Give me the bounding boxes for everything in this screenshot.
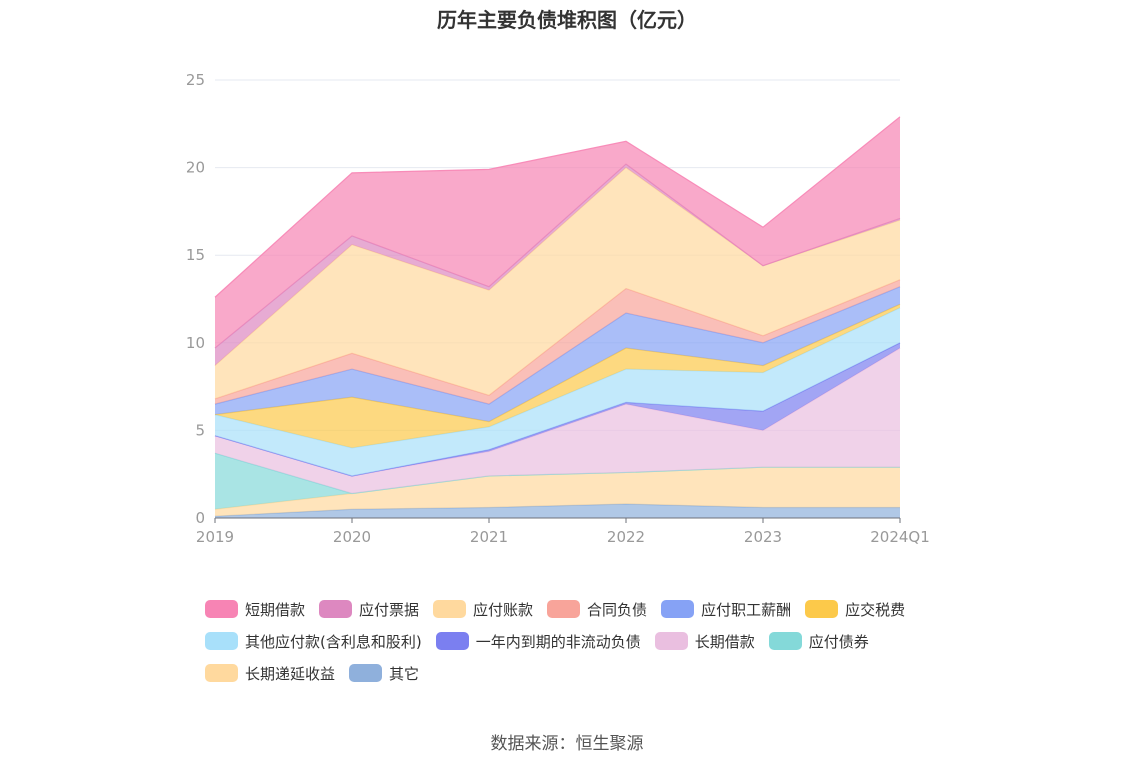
- area-长期借款[interactable]: [215, 348, 900, 494]
- area-其他应付款(含利息和股利)[interactable]: [215, 307, 900, 476]
- series-line-短期借款: [214, 116, 901, 298]
- legend-label: 其它: [389, 664, 420, 683]
- chart-title: 历年主要负债堆积图（亿元）: [437, 8, 697, 32]
- area-应交税费[interactable]: [215, 304, 900, 448]
- legend-label: 应付职工薪酬: [701, 600, 792, 619]
- legend-label: 应付债券: [808, 632, 869, 651]
- legend-swatch: [319, 600, 353, 618]
- legend-label: 一年内到期的非流动负债: [475, 632, 641, 651]
- x-tick-label: 2020: [333, 528, 371, 546]
- x-tick-label: 2022: [607, 528, 645, 546]
- legend-swatch: [435, 632, 469, 650]
- legend-label: 应付票据: [359, 600, 420, 619]
- x-tick-label: 2021: [470, 528, 508, 546]
- legend-item[interactable]: 其他应付款(含利息和股利): [205, 630, 422, 652]
- legend-item[interactable]: 其它: [349, 662, 419, 684]
- legend-label: 长期借款: [694, 632, 755, 651]
- legend-item[interactable]: 应付账款: [433, 598, 533, 620]
- y-tick-label: 5: [195, 421, 205, 439]
- legend-swatch: [661, 600, 695, 618]
- legend-label: 合同负债: [587, 600, 648, 619]
- area-series: [214, 116, 901, 518]
- legend-swatch: [205, 632, 238, 650]
- y-tick-label: 15: [186, 246, 205, 264]
- axes: 0 5 10 15 20 25 2019 2020 2021 2022 2023 2024Q1: [186, 71, 930, 546]
- area-应付账款[interactable]: [215, 167, 900, 399]
- area-其它[interactable]: [215, 503, 900, 518]
- y-tick-label: 0: [195, 509, 205, 527]
- legend-swatch: [205, 664, 238, 682]
- legend-swatch: [205, 600, 238, 618]
- legend-swatch: [547, 600, 581, 618]
- legend-swatch: [654, 632, 688, 650]
- legend-swatch: [768, 632, 802, 650]
- legend-label: 短期借款: [245, 600, 306, 619]
- legend-item[interactable]: 应付债券: [768, 630, 869, 652]
- legend-item[interactable]: 长期借款: [654, 630, 755, 652]
- y-tick-label: 25: [186, 71, 205, 89]
- legend-swatch: [349, 664, 383, 682]
- legend-item[interactable]: 一年内到期的非流动负债: [435, 630, 641, 652]
- legend-swatch: [433, 600, 467, 618]
- legend-item[interactable]: 应付票据: [319, 598, 419, 620]
- legend-item[interactable]: 应交税费: [805, 598, 905, 620]
- y-tick-label: 10: [186, 334, 205, 352]
- y-tick-label: 20: [186, 159, 205, 177]
- x-tick-label: 2023: [744, 528, 782, 546]
- stacked-area-chart: 0 5 10 15 20 25 2019 2020 2021 2022 2023 2024Q1: [186, 71, 930, 546]
- area-短期借款[interactable]: [215, 116, 900, 349]
- area-应付职工薪酬[interactable]: [215, 286, 900, 422]
- legend: 短期借款 应付票据 应付账款 合同负债 应付职工薪酬 应交税费其他应付款(含利息和股利) 一…: [205, 598, 965, 694]
- legend-label: 应交税费: [845, 600, 906, 619]
- legend-item[interactable]: 短期借款: [205, 598, 305, 620]
- area-长期递延收益[interactable]: [215, 467, 900, 517]
- x-tick-label: 2019: [196, 528, 234, 546]
- x-tick-label: 2024Q1: [870, 528, 930, 546]
- legend-item[interactable]: 合同负债: [547, 598, 647, 620]
- data-source: 数据来源：恒生聚源: [490, 734, 644, 754]
- legend-label: 其他应付款(含利息和股利): [245, 632, 422, 651]
- legend-item[interactable]: 应付职工薪酬: [661, 598, 791, 620]
- legend-label: 应付账款: [473, 600, 534, 619]
- legend-item[interactable]: 长期递延收益: [205, 662, 335, 684]
- legend-swatch: [805, 600, 839, 618]
- legend-label: 长期递延收益: [245, 664, 336, 683]
